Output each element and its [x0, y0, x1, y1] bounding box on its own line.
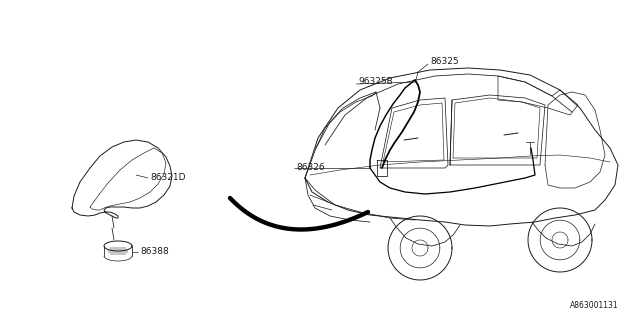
Text: 96325B: 96325B — [358, 77, 393, 86]
Text: 86388: 86388 — [140, 247, 169, 257]
Text: 86326: 86326 — [296, 164, 324, 172]
Text: 86325: 86325 — [430, 58, 459, 67]
Text: A863001131: A863001131 — [570, 301, 619, 310]
Text: 86321D: 86321D — [150, 173, 186, 182]
